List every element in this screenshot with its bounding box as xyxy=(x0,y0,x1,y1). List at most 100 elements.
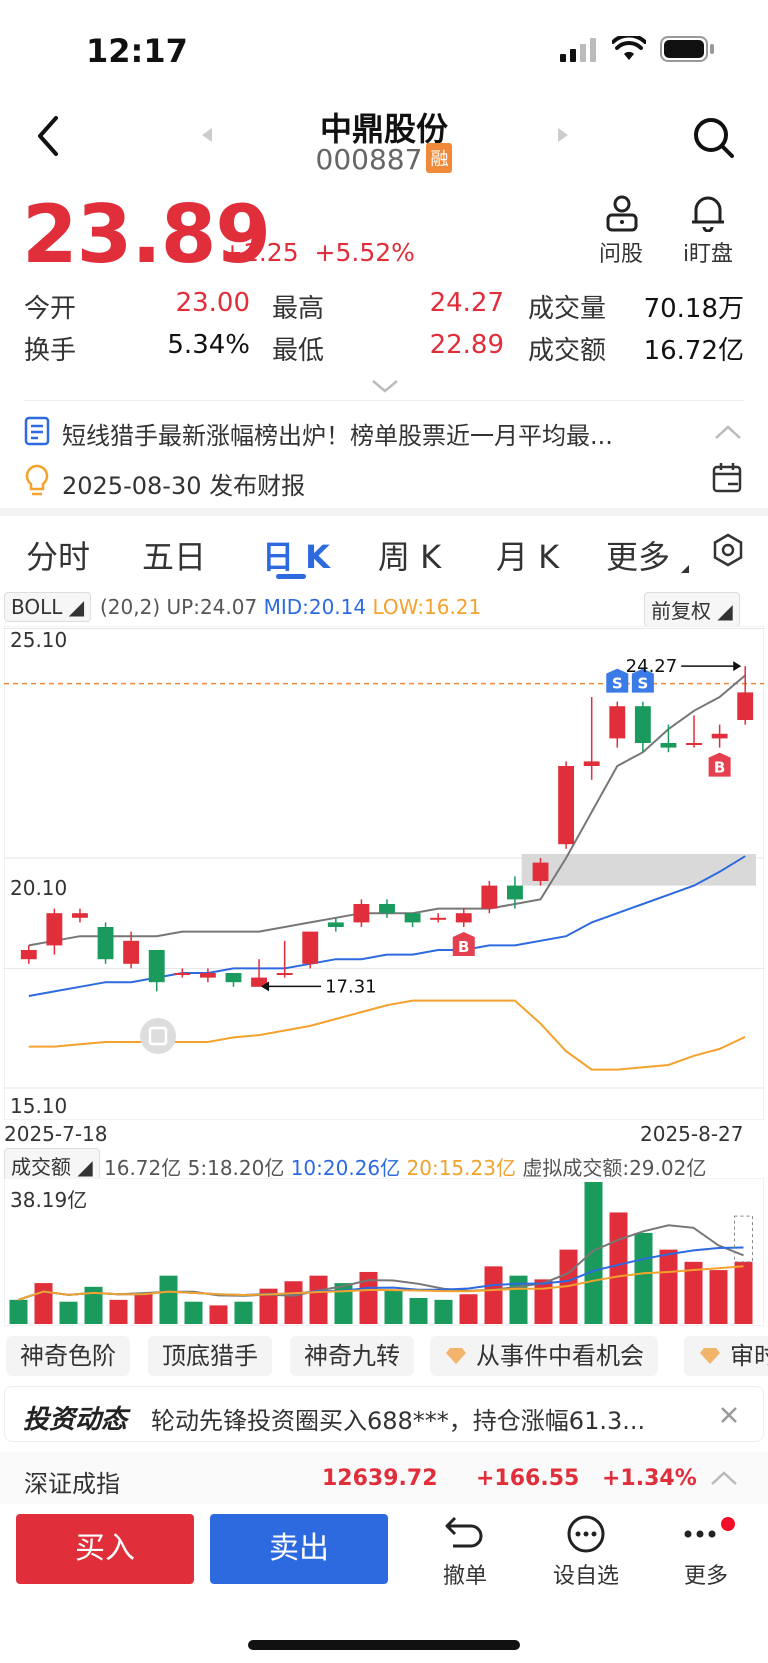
volume-bar xyxy=(409,1297,428,1324)
index-bar[interactable]: 深证成指 12639.72 +166.55 +1.34% xyxy=(0,1452,768,1504)
boll-values: (20,2) UP:24.07 MID:20.14 LOW:16.21 xyxy=(100,595,481,619)
volume-bar xyxy=(734,1261,753,1324)
candle-body xyxy=(634,706,651,743)
boll-mid-line xyxy=(28,855,746,997)
invest-news-card[interactable]: 投资动态 轮动先锋投资圈买入688***，持仓涨幅61.3... xyxy=(4,1386,764,1442)
candle-body xyxy=(506,885,523,900)
index-change: +166.55 xyxy=(476,1466,580,1491)
candle-body xyxy=(379,904,395,914)
candle-body xyxy=(430,917,447,920)
add-watchlist-label: 设自选 xyxy=(552,1564,619,1589)
volume-bar xyxy=(134,1294,153,1324)
invest-text: 轮动先锋投资圈买入688***，持仓涨幅61.3... xyxy=(151,1407,646,1435)
candle-body xyxy=(558,766,575,845)
close-icon[interactable] xyxy=(719,1405,739,1425)
kline-chart[interactable]: B S S B 24.27 17.31 xyxy=(4,626,764,1120)
next-stock-icon[interactable] xyxy=(556,126,570,144)
buy-signal-marker xyxy=(708,752,731,777)
tab-five-day[interactable]: 五日 xyxy=(142,538,207,576)
stock-code-row: 000887 融 xyxy=(0,143,768,176)
add-watchlist-button[interactable]: 设自选 xyxy=(546,1514,626,1590)
watch-market-button[interactable]: i盯盘 xyxy=(678,194,738,268)
indicator-select[interactable]: BOLL ◢ xyxy=(4,592,92,622)
volume-bar xyxy=(59,1301,78,1324)
price-change: +1.25 xyxy=(222,238,299,267)
volume-bar xyxy=(659,1249,678,1324)
wifi-icon xyxy=(612,36,646,60)
volume-virtual: 虚拟成交额:29.02亿 xyxy=(522,1156,707,1180)
tab-monthly-k[interactable]: 月 K xyxy=(496,538,560,576)
volume-ma10: 10:20.26亿 xyxy=(290,1156,401,1180)
max-arrow-head xyxy=(733,661,742,672)
volume-values: 16.72亿 5:18.20亿 10:20.26亿 20:15.23亿 虚拟成交… xyxy=(104,1152,706,1181)
report-row[interactable]: 2025-08-30 发布财报 xyxy=(0,458,768,502)
candle-body xyxy=(404,913,421,923)
expand-chevron-icon[interactable] xyxy=(370,378,400,394)
status-bar: 12:17 xyxy=(0,0,768,100)
virtual-volume-bar xyxy=(734,1215,753,1263)
volume-bar xyxy=(84,1286,103,1324)
volume-bar xyxy=(359,1271,378,1324)
ask-stock-button[interactable]: 问股 xyxy=(596,194,646,268)
settings-icon[interactable] xyxy=(710,532,746,568)
adjust-select[interactable]: 前复权 ◢ xyxy=(644,592,740,627)
price-change-pct: +5.52% xyxy=(314,238,415,267)
tab-daily-k[interactable]: 日 K xyxy=(262,538,330,576)
undo-label: 撤单 xyxy=(442,1564,487,1589)
bell-icon xyxy=(692,196,724,233)
candle-body xyxy=(148,950,165,983)
volume-bar xyxy=(109,1299,128,1324)
buy-button[interactable]: 买入 xyxy=(16,1514,194,1584)
tab-weekly-k[interactable]: 周 K xyxy=(378,538,442,576)
feature-nine-turn[interactable]: 神奇九转 xyxy=(290,1336,414,1376)
volume-indicator-name: 成交额 xyxy=(11,1155,71,1179)
lightbulb-icon xyxy=(25,464,49,496)
turnover-value: 5.34% xyxy=(167,330,250,360)
amount-label: 成交额 xyxy=(528,336,607,366)
report-text: 2025-08-30 发布财报 xyxy=(62,472,306,500)
volume-indicator-select[interactable]: 成交额 ◢ xyxy=(4,1148,100,1183)
candle-body xyxy=(455,913,472,923)
calendar-icon[interactable] xyxy=(712,462,742,494)
sell-signal-marker xyxy=(631,668,654,693)
candle-body xyxy=(686,743,702,745)
tab-more[interactable]: 更多 xyxy=(606,538,671,576)
volume-bar xyxy=(334,1283,353,1324)
volume-bar xyxy=(34,1283,53,1324)
more-button[interactable]: 更多 xyxy=(676,1514,736,1590)
battery-icon xyxy=(660,36,714,62)
feature-review-label: 审时 xyxy=(730,1342,768,1370)
person-icon xyxy=(606,195,638,232)
watch-market-label: i盯盘 xyxy=(682,242,734,267)
news-row[interactable]: 短线猎手最新涨幅榜出炉！榜单股票近一月平均最... xyxy=(0,410,768,454)
volume-bar xyxy=(184,1301,203,1324)
feature-event-label: 从事件中看机会 xyxy=(476,1342,644,1370)
divider xyxy=(24,400,744,401)
current-price: 23.89 xyxy=(22,188,271,281)
back-icon[interactable] xyxy=(34,116,62,156)
feature-event-opportunity[interactable]: 从事件中看机会 xyxy=(430,1336,658,1376)
feature-color-scale[interactable]: 神奇色阶 xyxy=(6,1336,130,1376)
tab-intraday[interactable]: 分时 xyxy=(26,538,91,576)
feature-top-bottom[interactable]: 顶底猎手 xyxy=(148,1336,272,1376)
search-icon[interactable] xyxy=(692,116,736,160)
candle-body xyxy=(72,913,88,918)
invest-logo: 投资动态 xyxy=(23,1405,128,1435)
volume-bar xyxy=(234,1301,253,1324)
sell-button[interactable]: 卖出 xyxy=(210,1514,388,1584)
max-price-label: 24.27 xyxy=(626,656,678,677)
volume-chart[interactable] xyxy=(4,1178,764,1326)
undo-order-button[interactable]: 撤单 xyxy=(430,1514,500,1590)
volume-max-label: 38.19亿 xyxy=(10,1188,88,1212)
volume-ma20: 20:15.23亿 xyxy=(406,1156,516,1180)
index-collapse-icon[interactable] xyxy=(710,1470,738,1486)
collapse-chevron-icon[interactable] xyxy=(714,424,742,440)
volume-value: 70.18万 xyxy=(643,294,744,324)
feature-review[interactable]: 审时 xyxy=(684,1336,768,1376)
candle-body xyxy=(46,913,63,946)
index-pct: +1.34% xyxy=(602,1466,697,1491)
amount-value: 16.72亿 xyxy=(643,336,744,366)
prev-stock-icon[interactable] xyxy=(200,126,214,144)
candle-body xyxy=(660,743,677,748)
draw-tool-icon-inner xyxy=(148,1026,168,1046)
